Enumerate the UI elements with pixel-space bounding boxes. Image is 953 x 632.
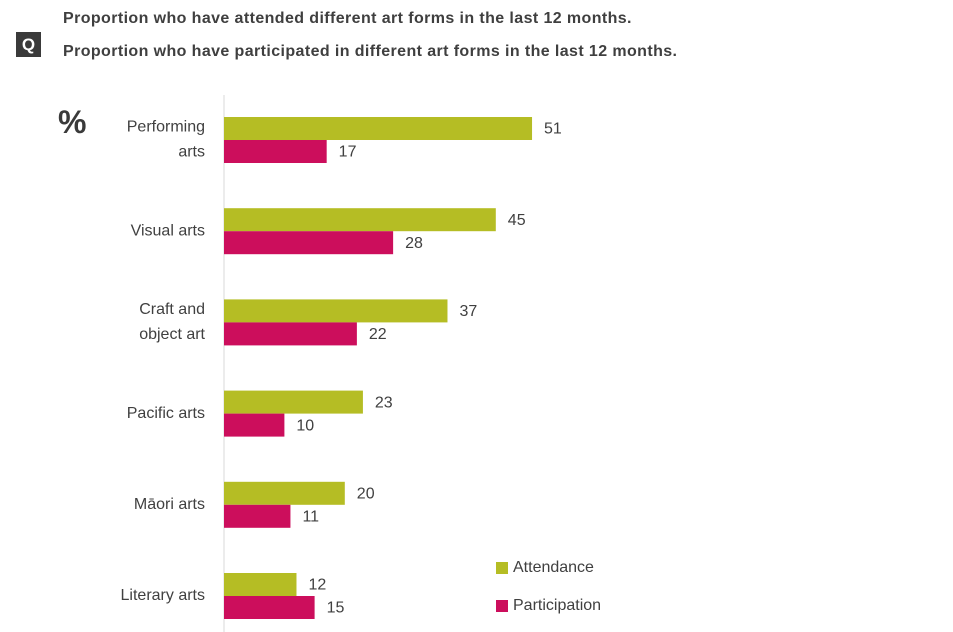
- data-label-participation-3: 10: [296, 417, 314, 434]
- data-label-attendance-0: 51: [544, 121, 562, 138]
- category-label-3: Pacific arts: [127, 405, 205, 422]
- legend-swatch-participation: [496, 600, 508, 612]
- data-label-participation-1: 28: [405, 235, 423, 252]
- legend-item-attendance: Attendance: [496, 559, 594, 577]
- legend-swatch-attendance: [496, 562, 508, 574]
- category-label-line: Pacific arts: [127, 405, 205, 422]
- category-label-line: Visual arts: [131, 222, 205, 239]
- data-label-participation-2: 22: [369, 326, 387, 343]
- bar-attendance-5: [224, 573, 297, 596]
- data-label-attendance-4: 20: [357, 486, 375, 503]
- category-label-line: Craft and: [139, 301, 205, 318]
- category-label-4: Māori arts: [134, 496, 205, 513]
- data-label-attendance-2: 37: [459, 303, 477, 320]
- category-label-1: Visual arts: [131, 222, 205, 239]
- bar-participation-2: [224, 322, 357, 346]
- data-label-participation-0: 17: [339, 144, 357, 161]
- category-label-line: Māori arts: [134, 496, 205, 513]
- category-label-2: Craft and object art: [139, 301, 205, 343]
- legend-item-participation: Participation: [496, 597, 601, 615]
- chart-title-line-2: Proportion who have participated in diff…: [63, 43, 678, 60]
- bar-attendance-0: [224, 117, 533, 140]
- category-label-line: object art: [139, 326, 205, 343]
- data-label-attendance-3: 23: [375, 394, 393, 411]
- legend-label-participation: Participation: [513, 597, 602, 614]
- chart-title-line-1: Proportion who have attended different a…: [63, 10, 632, 27]
- data-label-attendance-1: 45: [508, 212, 526, 229]
- bar-participation-1: [224, 231, 394, 255]
- bar-attendance-3: [224, 390, 363, 414]
- bar-attendance-1: [224, 208, 496, 232]
- data-label-attendance-5: 12: [308, 577, 326, 594]
- bar-attendance-4: [224, 481, 345, 505]
- data-label-participation-5: 15: [327, 600, 345, 617]
- bar-participation-0: [224, 140, 327, 163]
- bar-participation-3: [224, 413, 285, 437]
- category-label-line: Literary arts: [121, 587, 205, 604]
- bar-participation-4: [224, 504, 291, 528]
- bar-attendance-2: [224, 299, 448, 323]
- data-label-participation-4: 11: [302, 509, 319, 526]
- category-label-line: Performing: [127, 119, 205, 136]
- category-label-0: Performing arts: [127, 119, 205, 161]
- category-label-line: arts: [178, 144, 205, 161]
- question-badge: Q: [16, 32, 41, 57]
- unit-label: %: [58, 104, 86, 140]
- category-label-5: Literary arts: [121, 587, 205, 604]
- legend-label-attendance: Attendance: [513, 559, 594, 576]
- bar-participation-5: [224, 596, 315, 619]
